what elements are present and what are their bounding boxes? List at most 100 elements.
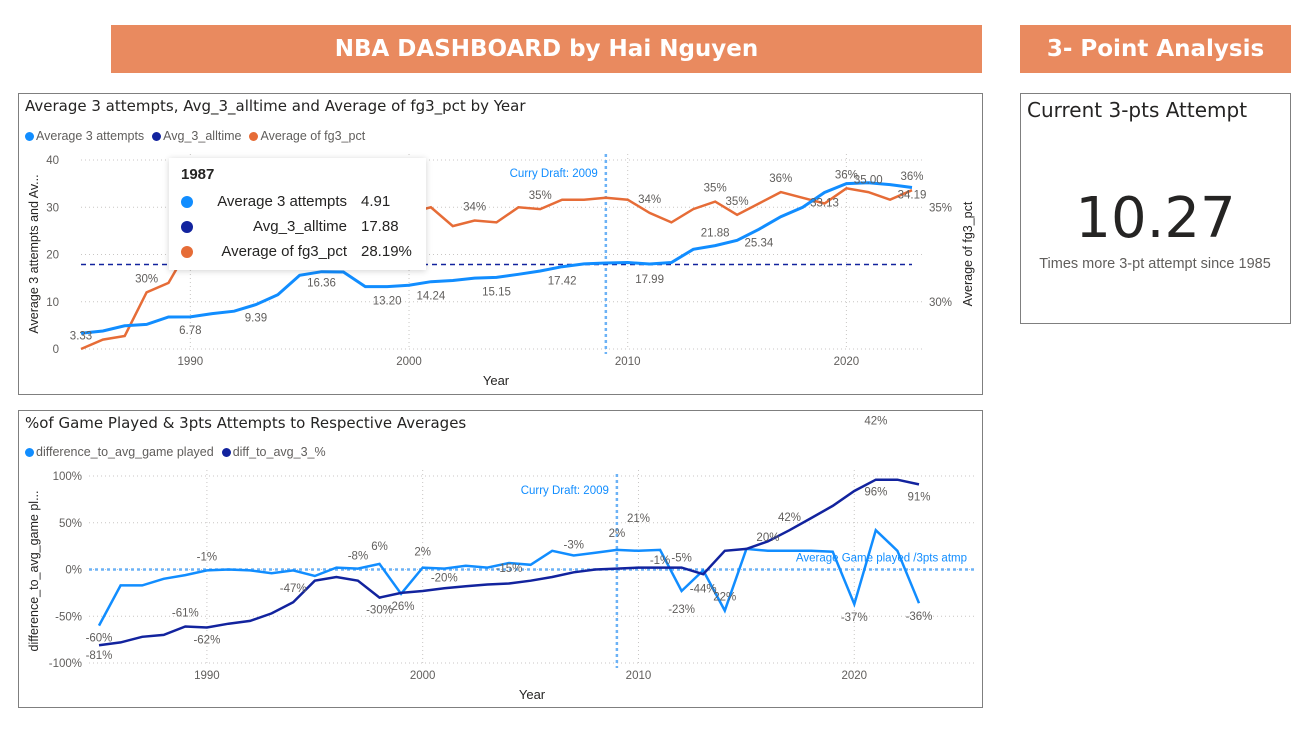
- data-label: 3.33: [70, 330, 92, 342]
- data-label: 6%: [371, 541, 388, 553]
- legend-label: difference_to_avg_game played: [36, 445, 214, 459]
- data-label: 35%: [529, 190, 552, 202]
- data-label: 42%: [864, 416, 887, 428]
- tooltip-row: Average 3 attempts 4.91: [181, 193, 421, 210]
- y-tick-label: 0: [53, 344, 59, 356]
- series-line-avg-3-attempts: [80, 181, 913, 335]
- data-label: 17.99: [635, 274, 664, 286]
- data-label: 36%: [835, 169, 858, 181]
- kpi-title: Current 3-pts Attempt: [1027, 98, 1248, 122]
- data-label: -5%: [671, 553, 691, 565]
- x-tick-label: 2020: [834, 356, 860, 368]
- legend-label: Average 3 attempts: [36, 129, 145, 143]
- data-label: 30%: [135, 273, 158, 285]
- tooltip-value: 4.91: [361, 193, 391, 210]
- chart2-legend[interactable]: difference_to_avg_game played diff_to_av…: [25, 445, 330, 459]
- data-label: -81%: [86, 650, 113, 662]
- chart2-title: %of Game Played & 3pts Attempts to Respe…: [25, 414, 467, 432]
- tooltip-label: Avg_3_alltime: [253, 218, 347, 235]
- data-label: 34%: [463, 201, 486, 213]
- tooltip-year: 1987: [181, 166, 215, 183]
- y-tick-label: 20: [46, 250, 59, 262]
- x-tick-label: 2000: [410, 670, 436, 682]
- data-label: 14.24: [417, 291, 446, 303]
- tooltip-row: Average of fg3_pct 28.19%: [181, 243, 421, 260]
- x-tick-label: 1990: [178, 356, 204, 368]
- data-label: 36%: [769, 173, 792, 185]
- data-label: 21%: [627, 513, 650, 525]
- tooltip-dot-icon: [181, 245, 193, 258]
- tooltip-value: 17.88: [361, 218, 399, 235]
- y-tick-label: 30: [46, 202, 59, 214]
- data-label: 15.15: [482, 286, 511, 298]
- tooltip-dot-icon: [181, 220, 193, 233]
- data-label: 33.13: [810, 197, 839, 209]
- dashboard-title-banner: NBA DASHBOARD by Hai Nguyen: [111, 25, 982, 73]
- y-tick-label: 50%: [59, 518, 82, 530]
- x-tick-label: 2010: [615, 356, 641, 368]
- legend-item-avg-alltime[interactable]: Avg_3_alltime: [152, 129, 241, 143]
- data-label: -3%: [564, 539, 584, 551]
- data-label: -62%: [193, 634, 220, 646]
- tooltip-label: Average 3 attempts: [217, 193, 347, 210]
- chart1-plot[interactable]: 0 10 20 30 40 30% 35% 1990 2000 2010 2020 Year Avera…: [19, 94, 982, 394]
- legend-item-game-played[interactable]: difference_to_avg_game played: [25, 445, 214, 459]
- data-label: 96%: [864, 487, 887, 499]
- data-label: -26%: [388, 601, 415, 613]
- chart-diff-to-average-panel[interactable]: %of Game Played & 3pts Attempts to Respe…: [18, 410, 983, 708]
- legend-dot-icon: [221, 447, 231, 457]
- legend-item-fg3-pct[interactable]: Average of fg3_pct: [249, 129, 365, 143]
- y-tick-label: 40: [46, 155, 59, 167]
- legend-label: Avg_3_alltime: [163, 129, 242, 143]
- data-label: -23%: [668, 604, 695, 616]
- kpi-subtitle: Times more 3-pt attempt since 1985: [1039, 256, 1271, 272]
- data-label: 2%: [609, 528, 626, 540]
- tooltip-label: Average of fg3_pct: [221, 243, 347, 260]
- chart1-legend[interactable]: Average 3 attempts Avg_3_alltime Average…: [25, 129, 369, 143]
- data-label: 22%: [713, 592, 736, 604]
- y2-axis-label: Average of fg3_pct: [961, 201, 975, 306]
- series-line-game-played: [97, 527, 921, 627]
- x-tick-label: 2020: [841, 670, 867, 682]
- kpi-card[interactable]: Current 3-pts Attempt 10.27 Times more 3…: [1020, 93, 1291, 324]
- tooltip-row: Avg_3_alltime 17.88: [181, 218, 421, 235]
- x-axis-label: Year: [519, 687, 546, 702]
- y-tick-label: -100%: [49, 658, 82, 670]
- legend-label: Average of fg3_pct: [260, 129, 366, 143]
- y-tick-label: -50%: [55, 611, 82, 623]
- data-label: 42%: [778, 512, 801, 524]
- data-label: 20%: [756, 532, 779, 544]
- legend-dot-icon: [25, 447, 34, 457]
- data-label: 17.42: [548, 276, 577, 288]
- chart-tooltip: 1987 Average 3 attempts 4.91 Avg_3_allti…: [169, 158, 426, 270]
- x-axis-label: Year: [483, 373, 510, 388]
- average-reference-label: Average Game played /3pts atmp: [796, 553, 967, 565]
- data-label: 21.88: [701, 228, 730, 240]
- legend-dot-icon: [25, 131, 34, 141]
- x-tick-label: 2010: [626, 670, 652, 682]
- y-tick-label: 0%: [65, 565, 82, 577]
- section-title-banner: 3- Point Analysis: [1020, 25, 1291, 73]
- curry-draft-annotation: Curry Draft: 2009: [521, 485, 609, 497]
- legend-item-diff-3[interactable]: diff_to_avg_3_%: [221, 445, 326, 459]
- x-tick-label: 2000: [396, 356, 422, 368]
- data-label: 2%: [414, 547, 431, 559]
- data-label: 13.20: [373, 296, 402, 308]
- dashboard-title: NBA DASHBOARD by Hai Nguyen: [334, 36, 759, 62]
- chart-3pt-attempts-panel[interactable]: Average 3 attempts, Avg_3_alltime and Av…: [18, 93, 983, 395]
- data-label: 36%: [900, 171, 923, 183]
- data-label: -44%: [690, 583, 717, 595]
- y2-tick-label: 30%: [929, 297, 952, 309]
- data-label: 35%: [704, 183, 727, 195]
- data-label: 34%: [638, 194, 661, 206]
- data-label: 16.36: [307, 278, 336, 290]
- data-label: -37%: [841, 612, 868, 624]
- y2-tick-label: 35%: [929, 202, 952, 214]
- data-label: -61%: [172, 608, 199, 620]
- series-line-diff-3: [98, 478, 920, 647]
- chart2-plot[interactable]: -100% -50% 0% 50% 100% 1990 2000 2010 2020 Year di…: [19, 411, 982, 707]
- data-label: -20%: [431, 573, 458, 585]
- tooltip-dot-icon: [181, 195, 193, 208]
- curry-draft-annotation: Curry Draft: 2009: [510, 168, 598, 180]
- legend-item-avg-attempts[interactable]: Average 3 attempts: [25, 129, 144, 143]
